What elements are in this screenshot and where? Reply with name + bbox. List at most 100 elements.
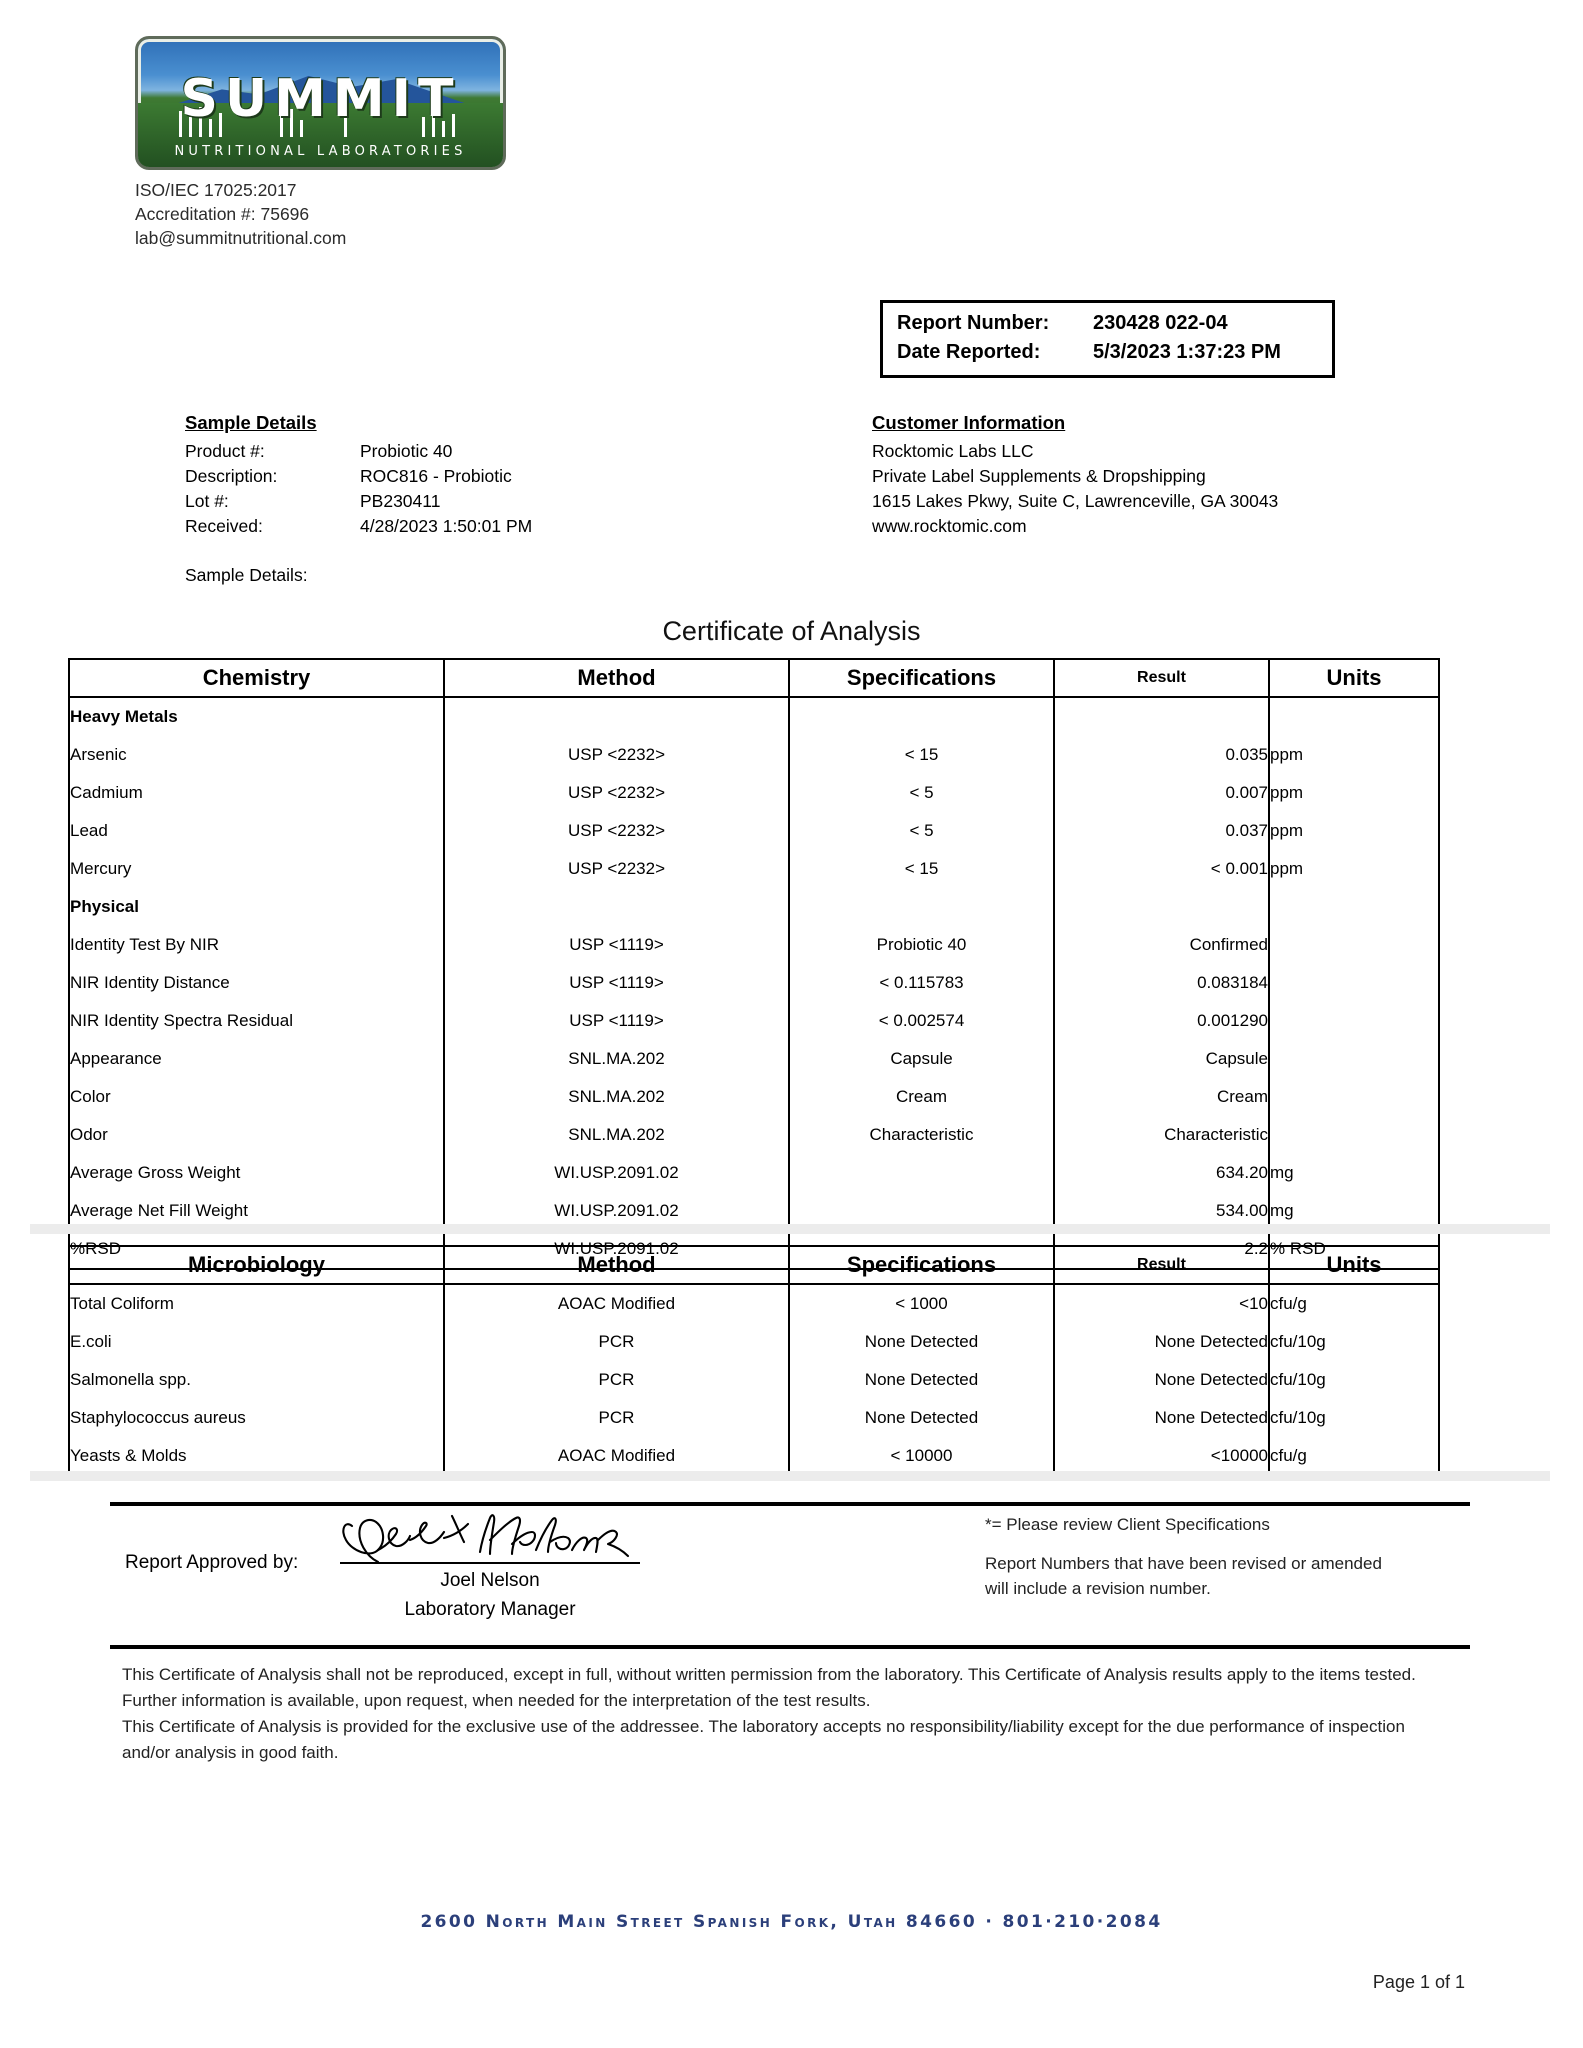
chemistry-cell-name: Arsenic (68, 736, 445, 774)
microbiology-col-header-1: Method (443, 1246, 790, 1285)
client-spec-note: *= Please review Client Specifications (985, 1515, 1270, 1534)
sample-details-block: Sample Details Product #: Probiotic 40 D… (185, 412, 745, 539)
chemistry-row: Color SNL.MA.202 Cream Cream (68, 1078, 1440, 1116)
footer-separator-band (30, 1471, 1550, 1481)
signer-name: Joel Nelson (440, 1570, 540, 1591)
customer-tagline: Private Label Supplements & Dropshipping (872, 466, 1206, 486)
microbiology-table-wrapper: Microbiology Method Specifications Result Un… (68, 1245, 1440, 1477)
report-info-box: Report Number: 230428 022-04 Date Report… (880, 300, 1335, 378)
signature-line (340, 1562, 640, 1564)
chemistry-row: Mercury USP <2232> < 15 < 0.001 ppm (68, 850, 1440, 888)
lab-credentials: ISO/IEC 17025:2017 Accreditation #: 7569… (135, 178, 835, 250)
description-row: Description: ROC816 - Probiotic (185, 464, 745, 489)
chemistry-cell-method: USP <2232> (443, 774, 790, 812)
chemistry-cell-result: Capsule (1053, 1040, 1270, 1078)
chemistry-cell-result: 0.037 (1053, 812, 1270, 850)
chemistry-group-empty-cell (788, 888, 1055, 926)
chemistry-cell-units: ppm (1268, 850, 1440, 888)
chemistry-cell-method: USP <1119> (443, 964, 790, 1002)
microbiology-cell-name: Salmonella spp. (68, 1361, 445, 1399)
microbiology-col-header-0: Microbiology (68, 1246, 445, 1285)
chemistry-cell-method: SNL.MA.202 (443, 1040, 790, 1078)
logo-subtitle: NUTRITIONAL LABORATORIES (174, 144, 467, 159)
microbiology-table-body: Total Coliform AOAC Modified < 1000 <10 cfu/… (68, 1284, 1440, 1476)
chemistry-row: Cadmium USP <2232> < 5 0.007 ppm (68, 774, 1440, 812)
microbiology-cell-result: <10 (1053, 1284, 1270, 1323)
chemistry-cell-units (1268, 926, 1440, 964)
notes-block: *= Please review Client Specifications R… (985, 1512, 1385, 1601)
report-number-label: Report Number: (897, 312, 1050, 334)
date-reported-value: 5/3/2023 1:37:23 PM (1093, 341, 1281, 363)
received-row: Received: 4/28/2023 1:50:01 PM (185, 514, 745, 539)
chemistry-cell-result: 634.20 (1053, 1154, 1270, 1192)
chemistry-col-header-2: Specifications (788, 659, 1055, 698)
chemistry-cell-spec (788, 1192, 1055, 1230)
chemistry-row: Lead USP <2232> < 5 0.037 ppm (68, 812, 1440, 850)
summit-logo: SUMMIT NUTRITIONAL LABORATORIES (135, 36, 506, 170)
microbiology-header-row: Microbiology Method Specifications Result Un… (68, 1246, 1440, 1285)
chemistry-cell-name: Mercury (68, 850, 445, 888)
chemistry-cell-name: Average Gross Weight (68, 1154, 445, 1192)
chemistry-group-empty-cell (1053, 697, 1270, 736)
received-label: Received: (185, 516, 263, 536)
chemistry-table-wrapper: Chemistry Method Specifications Result Units… (68, 658, 1440, 1270)
disclaimer-block: This Certificate of Analysis shall not b… (122, 1662, 1417, 1766)
signer-title: Laboratory Manager (404, 1599, 576, 1620)
section-separator-band (30, 1224, 1550, 1234)
microbiology-cell-method: PCR (443, 1361, 790, 1399)
lab-email: lab@summitnutritional.com (135, 228, 347, 248)
chemistry-cell-units: ppm (1268, 736, 1440, 774)
chemistry-row: NIR Identity Distance USP <1119> < 0.11578… (68, 964, 1440, 1002)
microbiology-cell-spec: None Detected (788, 1361, 1055, 1399)
product-label: Product #: (185, 441, 265, 461)
microbiology-cell-units: cfu/10g (1268, 1361, 1440, 1399)
chemistry-cell-units: ppm (1268, 774, 1440, 812)
chemistry-row: Appearance SNL.MA.202 Capsule Capsule (68, 1040, 1440, 1078)
description-value: ROC816 - Probiotic (360, 466, 512, 486)
chemistry-cell-units: mg (1268, 1192, 1440, 1230)
chemistry-group-row: Physical (68, 888, 1440, 926)
microbiology-row: Salmonella spp. PCR None Detected None Dete… (68, 1361, 1440, 1399)
microbiology-cell-units: cfu/10g (1268, 1399, 1440, 1437)
chemistry-cell-result: 0.083184 (1053, 964, 1270, 1002)
chemistry-cell-result: 534.00 (1053, 1192, 1270, 1230)
customer-info-block: Customer Information Rocktomic Labs LLC … (872, 412, 1472, 539)
microbiology-table-head: Microbiology Method Specifications Result Un… (68, 1246, 1440, 1285)
chemistry-group-label: Heavy Metals (68, 697, 445, 736)
disclaimer-paragraph-2: This Certificate of Analysis is provided… (122, 1717, 1405, 1762)
chemistry-cell-result: 0.035 (1053, 736, 1270, 774)
chemistry-cell-method: USP <2232> (443, 850, 790, 888)
sample-details-secondary-label: Sample Details: (185, 565, 308, 585)
product-row: Product #: Probiotic 40 (185, 439, 745, 464)
microbiology-cell-method: AOAC Modified (443, 1437, 790, 1476)
chemistry-cell-units (1268, 1078, 1440, 1116)
microbiology-cell-units: cfu/g (1268, 1437, 1440, 1476)
chemistry-cell-spec: Cream (788, 1078, 1055, 1116)
microbiology-cell-method: PCR (443, 1399, 790, 1437)
microbiology-cell-result: <10000 (1053, 1437, 1270, 1476)
chemistry-cell-name: NIR Identity Spectra Residual (68, 1002, 445, 1040)
chemistry-cell-spec: < 0.002574 (788, 1002, 1055, 1040)
report-number-value: 230428 022-04 (1093, 312, 1228, 334)
chemistry-col-header-3: Result (1053, 659, 1270, 698)
microbiology-cell-name: Yeasts & Molds (68, 1437, 445, 1476)
chemistry-cell-method: USP <2232> (443, 812, 790, 850)
microbiology-col-header-3: Result (1053, 1246, 1270, 1285)
chemistry-group-empty-cell (1268, 888, 1440, 926)
chemistry-cell-result: Cream (1053, 1078, 1270, 1116)
chemistry-table-head: Chemistry Method Specifications Result Units (68, 659, 1440, 698)
received-value: 4/28/2023 1:50:01 PM (360, 516, 533, 536)
chemistry-cell-name: Appearance (68, 1040, 445, 1078)
revision-note: Report Numbers that have been revised or… (985, 1554, 1382, 1598)
accreditation-line: Accreditation #: 75696 (135, 204, 310, 224)
chemistry-cell-name: Average Net Fill Weight (68, 1192, 445, 1230)
chemistry-row: Average Net Fill Weight WI.USP.2091.02 534… (68, 1192, 1440, 1230)
customer-address: 1615 Lakes Pkwy, Suite C, Lawrenceville,… (872, 491, 1279, 511)
microbiology-cell-method: PCR (443, 1323, 790, 1361)
chemistry-cell-name: Cadmium (68, 774, 445, 812)
chemistry-row: Identity Test By NIR USP <1119> Probiotic … (68, 926, 1440, 964)
chemistry-cell-method: WI.USP.2091.02 (443, 1192, 790, 1230)
chemistry-cell-spec: < 5 (788, 774, 1055, 812)
chemistry-row: Average Gross Weight WI.USP.2091.02 634.20… (68, 1154, 1440, 1192)
chemistry-group-empty-cell (1053, 888, 1270, 926)
